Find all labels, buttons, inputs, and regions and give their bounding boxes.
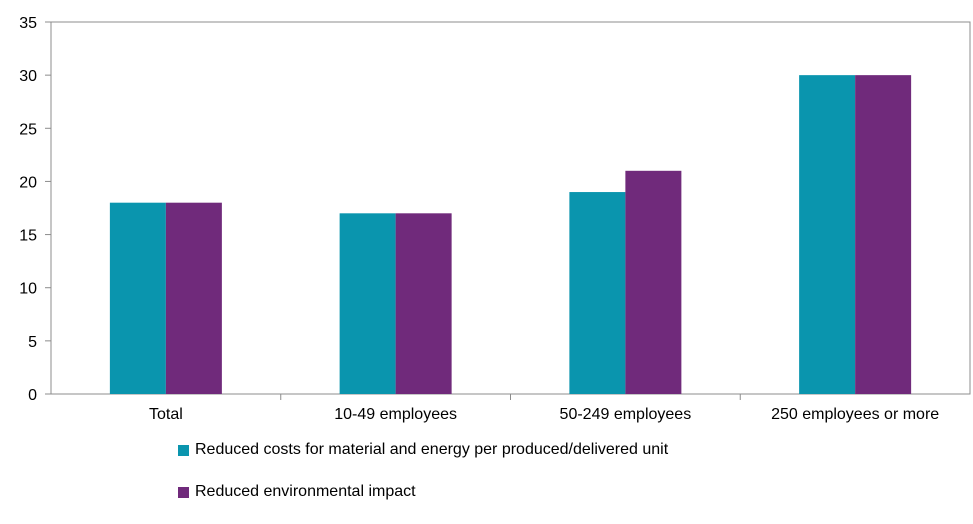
y-tick-label: 20 bbox=[19, 174, 37, 191]
y-tick-label: 25 bbox=[19, 121, 37, 138]
bar-reduced-environmental-2 bbox=[625, 170, 682, 394]
legend-swatch-series-0 bbox=[178, 444, 189, 456]
bar-reduced-costs-2 bbox=[569, 192, 626, 394]
bars bbox=[109, 75, 912, 395]
bar-reduced-costs-0 bbox=[109, 202, 166, 394]
bar-reduced-costs-1 bbox=[339, 213, 396, 394]
bar-reduced-costs-3 bbox=[799, 75, 856, 395]
y-axis: 0 5 10 15 20 25 30 35 bbox=[19, 15, 51, 404]
y-tick-label: 10 bbox=[19, 281, 37, 298]
x-axis: Total 10-49 employees 50-249 employees 250 … bbox=[149, 394, 939, 423]
legend-label-series-0: Reduced costs for material and energy pe… bbox=[195, 441, 669, 458]
legend-item-series-1: Reduced environmental impact bbox=[178, 482, 668, 502]
x-tick-label: 50-249 employees bbox=[560, 406, 692, 423]
y-tick-label: 15 bbox=[19, 228, 37, 245]
y-tick-label: 30 bbox=[19, 68, 37, 85]
bar-reduced-environmental-3 bbox=[855, 75, 912, 395]
y-tick-label: 5 bbox=[28, 334, 37, 351]
bar-reduced-environmental-0 bbox=[165, 202, 222, 394]
legend-item-series-0: Reduced costs for material and energy pe… bbox=[178, 440, 668, 460]
legend-swatch-series-1 bbox=[178, 486, 189, 498]
x-tick-label: Total bbox=[149, 406, 183, 423]
x-tick-label: 250 employees or more bbox=[771, 406, 939, 423]
bar-reduced-environmental-1 bbox=[395, 213, 452, 394]
y-tick-label: 0 bbox=[28, 387, 37, 404]
y-tick-label: 35 bbox=[19, 15, 37, 32]
legend-label-series-1: Reduced environmental impact bbox=[195, 483, 416, 500]
legend: Reduced costs for material and energy pe… bbox=[178, 440, 668, 524]
x-tick-label: 10-49 employees bbox=[334, 406, 457, 423]
bar-chart: 0 5 10 15 20 25 30 35 Total 10-49 employees 50-24… bbox=[19, 15, 971, 423]
